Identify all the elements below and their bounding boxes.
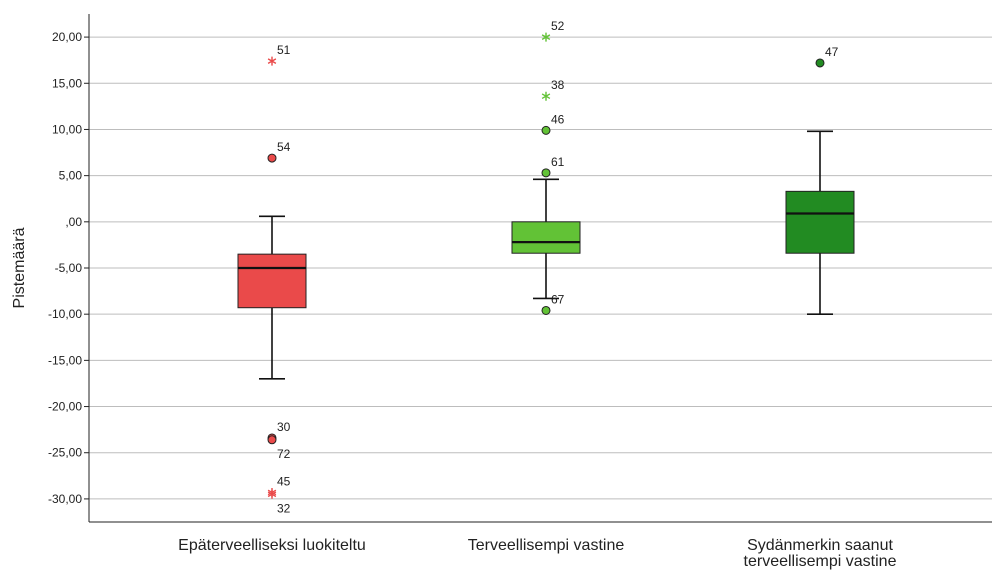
outlier-case-label: 30	[277, 420, 291, 434]
outlier-case-label: 51	[277, 43, 291, 57]
extreme-outlier-marker	[267, 489, 277, 499]
y-tick-label: 15,00	[52, 76, 82, 90]
y-tick-label: -20,00	[48, 400, 82, 414]
outlier-case-label: 67	[551, 292, 565, 306]
extreme-outlier-marker	[541, 91, 551, 101]
outlier-case-label: 38	[551, 78, 565, 92]
y-axis-label: Pistemäärä	[11, 227, 28, 308]
outlier-marker	[541, 305, 551, 315]
category-labels: Epäterveelliseksi luokiteltu Terveellisem…	[178, 537, 896, 570]
iqr-box	[237, 253, 307, 309]
outlier-marker	[267, 153, 277, 163]
y-tick-label: -15,00	[48, 353, 82, 367]
grid-lines	[89, 36, 992, 500]
outlier-marker	[267, 435, 277, 445]
outlier-marker	[815, 58, 825, 68]
outlier-case-label: 52	[551, 19, 565, 33]
y-tick-label: 20,00	[52, 30, 82, 44]
y-tick-label: 5,00	[59, 169, 83, 183]
y-tick-label: -5,00	[55, 261, 83, 275]
outlier-case-label: 72	[277, 447, 291, 461]
y-tick-label: -30,00	[48, 492, 82, 506]
y-tick-labels: 20,00 15,00 10,00 5,00 ,00 -5,00 -10,00 -15,00 -…	[48, 30, 89, 506]
outlier-case-label: 54	[277, 140, 291, 154]
y-tick-label: -25,00	[48, 446, 82, 460]
outlier-case-label: 46	[551, 112, 565, 126]
outlier-case-label: 32	[277, 501, 291, 515]
x-category-label: Sydänmerkin saanut	[747, 537, 893, 554]
x-category-label: terveellisempi vastine	[744, 553, 897, 570]
y-tick-label: 10,00	[52, 122, 82, 136]
y-tick-label: ,00	[65, 215, 82, 229]
outlier-marker	[541, 125, 551, 135]
y-tick-label: -10,00	[48, 307, 82, 321]
box-group: 52 38 46 61 67	[511, 19, 581, 315]
outlier-case-label: 47	[825, 45, 839, 59]
outlier-case-label: 61	[551, 155, 565, 169]
box-group: 47	[785, 45, 855, 315]
x-category-label: Terveellisempi vastine	[468, 537, 625, 554]
extreme-outlier-marker	[541, 32, 551, 42]
outlier-marker	[541, 168, 551, 178]
box-series: 51 54 30 72 45 32 52 38 46 61 67 47	[237, 19, 855, 515]
box-group: 51 54 30 72 45 32	[237, 43, 307, 515]
x-category-label: Epäterveelliseksi luokiteltu	[178, 537, 366, 554]
outlier-case-label: 45	[277, 474, 291, 488]
iqr-box	[511, 221, 581, 254]
extreme-outlier-marker	[267, 56, 277, 66]
iqr-box	[785, 190, 855, 254]
